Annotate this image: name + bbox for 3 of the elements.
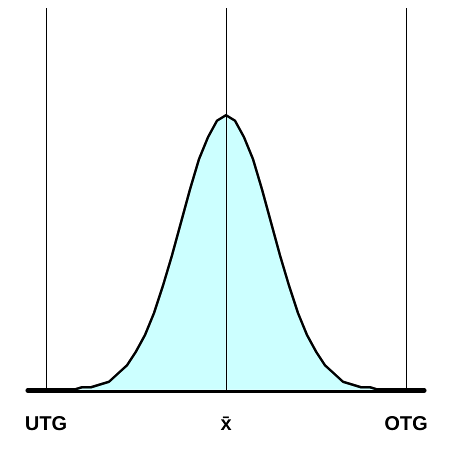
x-tick-label: OTG: [384, 413, 428, 435]
x-tick-label: UTG: [24, 413, 68, 435]
x-tick-label: x̄: [220, 413, 232, 435]
